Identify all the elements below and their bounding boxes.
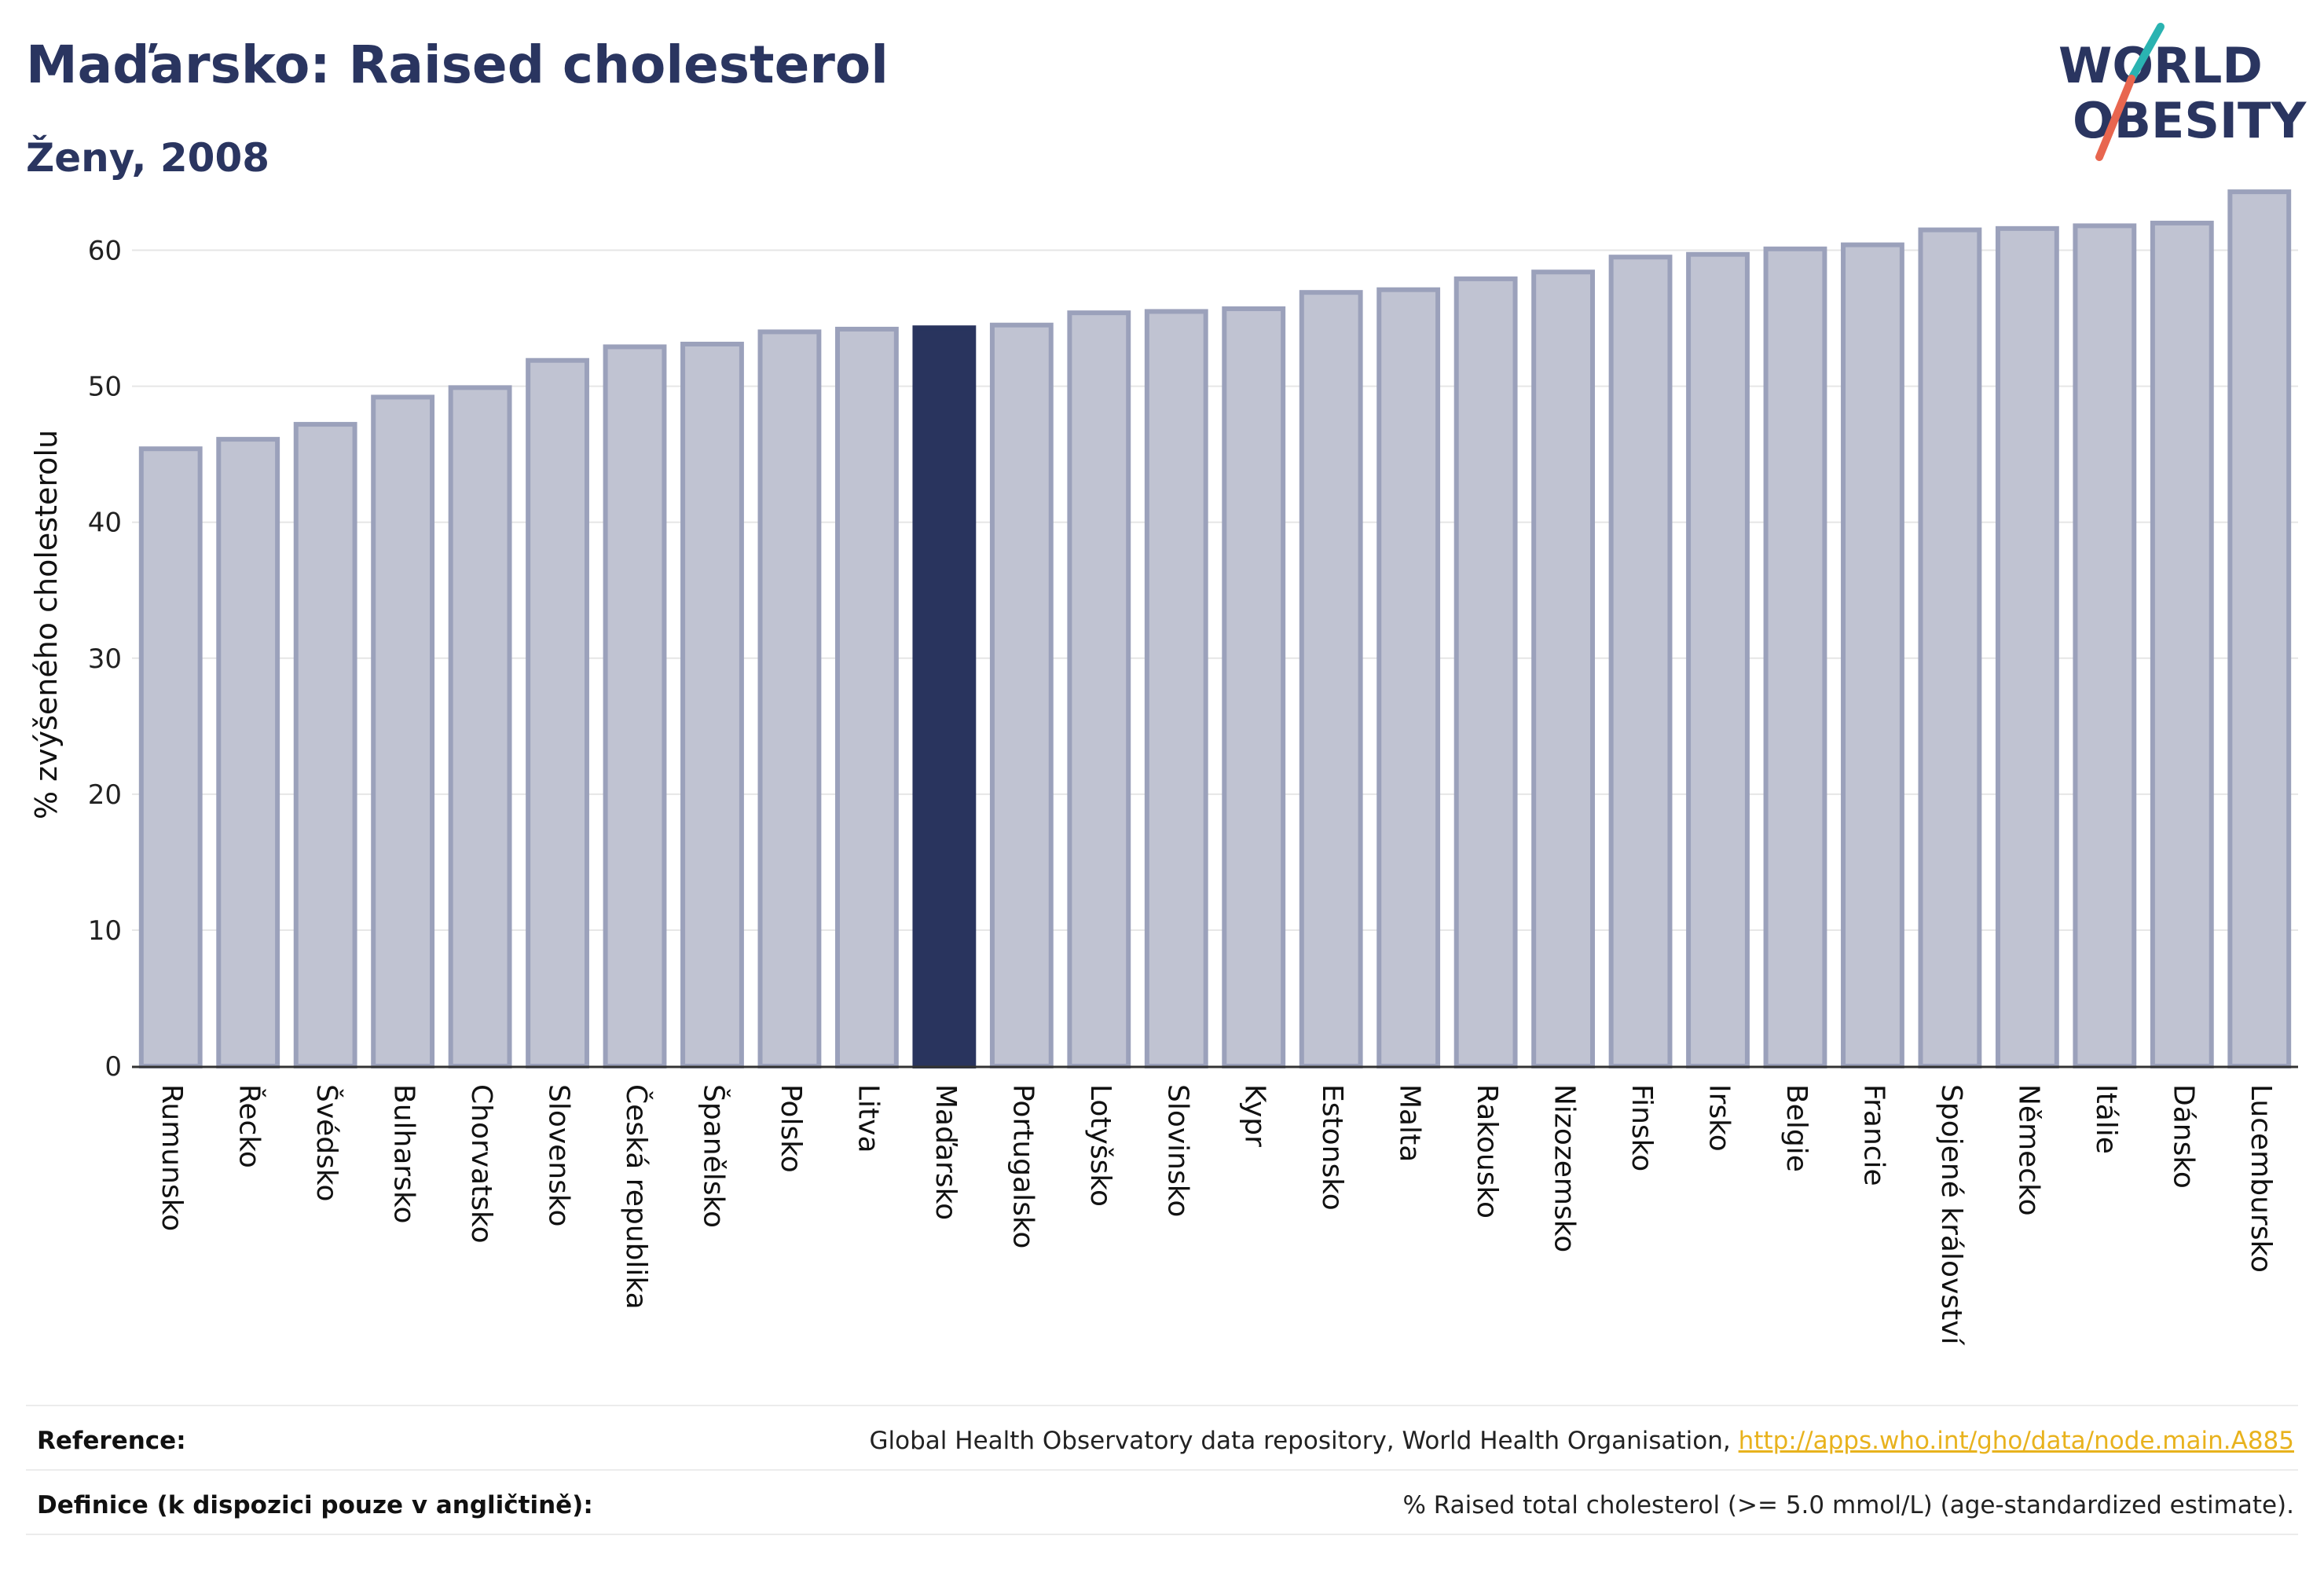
bar-chart: 0 10 20 30 40 50 60 Rumunsko Řecko Švédsko Bulhar… xyxy=(29,189,2298,1346)
bar xyxy=(2150,220,2214,1068)
y-tick-label: 20 xyxy=(88,779,122,811)
bar xyxy=(526,357,589,1068)
y-axis-label: % zvýšeného cholesterolu xyxy=(29,430,64,819)
x-tick-label: Polsko xyxy=(775,1084,807,1173)
footer-divider-bottom xyxy=(26,1534,2298,1535)
x-tick-label: Kypr xyxy=(1239,1084,1271,1147)
x-tick-label: Rakousko xyxy=(1471,1084,1503,1219)
x-tick-label: Německo xyxy=(2012,1084,2044,1216)
reference-label: Reference: xyxy=(37,1427,186,1455)
y-tick-label: 30 xyxy=(88,643,122,675)
y-tick-label: 10 xyxy=(88,915,122,947)
bar xyxy=(1299,290,1363,1068)
footer-divider-top xyxy=(26,1405,2298,1406)
bar xyxy=(1841,242,1904,1069)
y-tick-label: 60 xyxy=(88,236,122,267)
reference-text: Global Health Observatory data repositor… xyxy=(869,1427,1739,1455)
x-tick-label: Finsko xyxy=(1626,1084,1658,1171)
bar xyxy=(757,329,822,1068)
bar xyxy=(2227,189,2292,1069)
x-tick-label: Španělsko xyxy=(697,1084,730,1228)
x-tick-label: Řecko xyxy=(233,1084,266,1168)
bar xyxy=(989,322,1054,1068)
logo-slash-coral xyxy=(2095,75,2135,161)
x-tick-labels: Rumunsko Řecko Švédsko Bulharsko Chorvatsko S… xyxy=(156,1084,2277,1346)
logo-slash-teal xyxy=(2128,23,2165,82)
x-tick-label: Švédsko xyxy=(310,1084,343,1202)
bar xyxy=(2073,223,2137,1068)
x-tick-label: Litva xyxy=(852,1084,884,1153)
y-tick-label: 40 xyxy=(88,508,122,539)
x-tick-label: Belgie xyxy=(1780,1084,1813,1172)
x-tick-label: Malta xyxy=(1394,1084,1426,1162)
x-tick-label: Nizozemsko xyxy=(1549,1084,1581,1252)
x-tick-label: Francie xyxy=(1857,1084,1890,1186)
x-tick-label: Spojené království xyxy=(1935,1084,1967,1346)
footer-divider-middle xyxy=(26,1469,2298,1471)
x-tick-label: Lotyšsko xyxy=(1084,1084,1116,1207)
bar xyxy=(1531,269,1596,1068)
x-tick-label: Itálie xyxy=(2090,1084,2122,1154)
y-tick-label: 0 xyxy=(104,1051,122,1083)
reference-value: Global Health Observatory data repositor… xyxy=(870,1427,2294,1455)
chart-title: Maďarsko: Raised cholesterol xyxy=(26,35,889,95)
bar xyxy=(1918,227,1982,1069)
bar xyxy=(834,326,899,1068)
bar xyxy=(1763,246,1827,1068)
bar xyxy=(1995,225,2059,1068)
x-tick-label: Slovensko xyxy=(543,1084,575,1227)
x-tick-label: Slovinsko xyxy=(1161,1084,1193,1217)
bar xyxy=(448,385,512,1069)
bar xyxy=(1686,251,1750,1069)
x-tick-label: Bulharsko xyxy=(388,1084,420,1224)
definition-value: % Raised total cholesterol (>= 5.0 mmol/… xyxy=(1402,1491,2294,1519)
bar xyxy=(603,344,667,1068)
logo-line1: WORLD xyxy=(2058,37,2263,94)
x-tick-label: Irsko xyxy=(1703,1084,1736,1152)
bars xyxy=(138,189,2292,1069)
x-tick-label: Estonsko xyxy=(1316,1084,1348,1211)
x-tick-label: Dánsko xyxy=(2167,1084,2199,1189)
x-tick-label: Lucembursko xyxy=(2245,1084,2277,1273)
bar xyxy=(293,422,357,1068)
chart-subtitle: Ženy, 2008 xyxy=(26,135,270,181)
x-tick-label: Rumunsko xyxy=(156,1084,188,1231)
bar xyxy=(680,341,744,1068)
x-tick-label: Česká republika xyxy=(620,1084,653,1310)
bar xyxy=(371,394,435,1068)
bar xyxy=(1144,309,1208,1068)
bar-highlighted xyxy=(912,325,977,1068)
y-tick-labels: 0 10 20 30 40 50 60 xyxy=(88,236,122,1083)
bar xyxy=(1376,287,1441,1068)
y-tick-label: 50 xyxy=(88,372,122,403)
definition-label: Definice (k dispozici pouze v angličtině… xyxy=(37,1491,593,1519)
bar xyxy=(1453,276,1518,1068)
reference-link[interactable]: http://apps.who.int/gho/data/node.main.A… xyxy=(1738,1427,2294,1455)
bar xyxy=(216,437,280,1068)
world-obesity-logo: WORLD OBESITY xyxy=(2058,23,2307,161)
x-tick-label: Chorvatsko xyxy=(465,1084,497,1244)
bar xyxy=(138,446,203,1068)
bar xyxy=(1067,310,1131,1068)
x-tick-label: Portugalsko xyxy=(1006,1084,1039,1248)
x-tick-label: Maďarsko xyxy=(929,1084,962,1220)
bar xyxy=(1608,255,1673,1069)
bar xyxy=(1222,306,1286,1068)
